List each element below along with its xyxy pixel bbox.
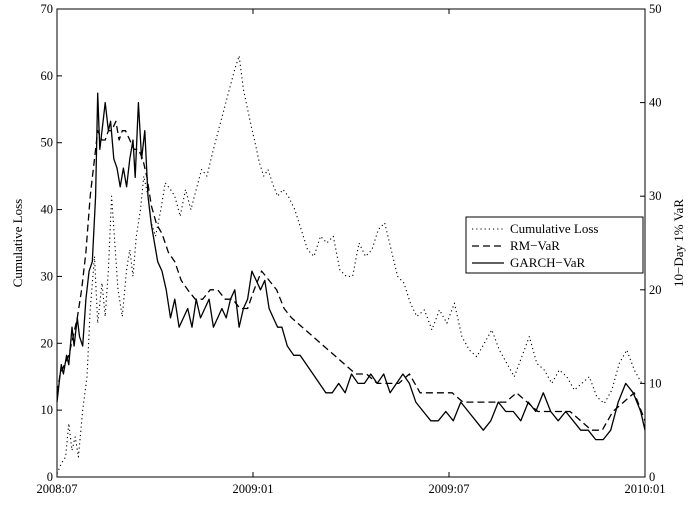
y-right-tick-label: 10 (649, 376, 662, 390)
axes-layer: 0 10 20 30 40 50 60 70 0 10 20 30 40 50 2008:07 2009:01… (10, 2, 686, 496)
series-layer (56, 55, 646, 474)
x-tick-label: 2008:07 (37, 482, 78, 496)
y-right-tick-label: 0 (649, 470, 655, 484)
legend-label: RM−VaR (510, 238, 560, 253)
y-left-tick-label: 30 (41, 269, 54, 283)
y-left-tick-label: 10 (41, 403, 54, 417)
y-left-tick-label: 70 (41, 2, 54, 16)
y-right-tick-label: 30 (649, 189, 662, 203)
y-left-tick-label: 40 (41, 203, 54, 217)
y-right-tick-label: 20 (649, 283, 662, 297)
y-left-axis-title: Cumulative Loss (10, 199, 25, 287)
x-tick-label: 2010:01 (625, 482, 666, 496)
y-right-tick-label: 40 (649, 96, 662, 110)
legend-label: Cumulative Loss (510, 221, 598, 236)
x-tick-label: 2009:07 (429, 482, 470, 496)
x-tick-label: 2009:01 (233, 482, 274, 496)
legend: Cumulative Loss RM−VaR GARCH−VaR (465, 216, 644, 274)
y-left-tick-label: 20 (41, 336, 54, 350)
series-line-garch-var (56, 92, 646, 441)
series-line-rm-var (56, 120, 646, 431)
y-right-tick-label: 50 (649, 2, 662, 16)
y-right-axis-title: 10−Day 1% VaR (671, 199, 686, 287)
y-left-tick-label: 0 (47, 470, 53, 484)
legend-box (465, 216, 644, 274)
y-left-tick-label: 60 (41, 69, 54, 83)
legend-label: GARCH−VaR (510, 255, 586, 270)
plot-frame (56, 8, 646, 478)
y-left-tick-label: 50 (41, 136, 54, 150)
